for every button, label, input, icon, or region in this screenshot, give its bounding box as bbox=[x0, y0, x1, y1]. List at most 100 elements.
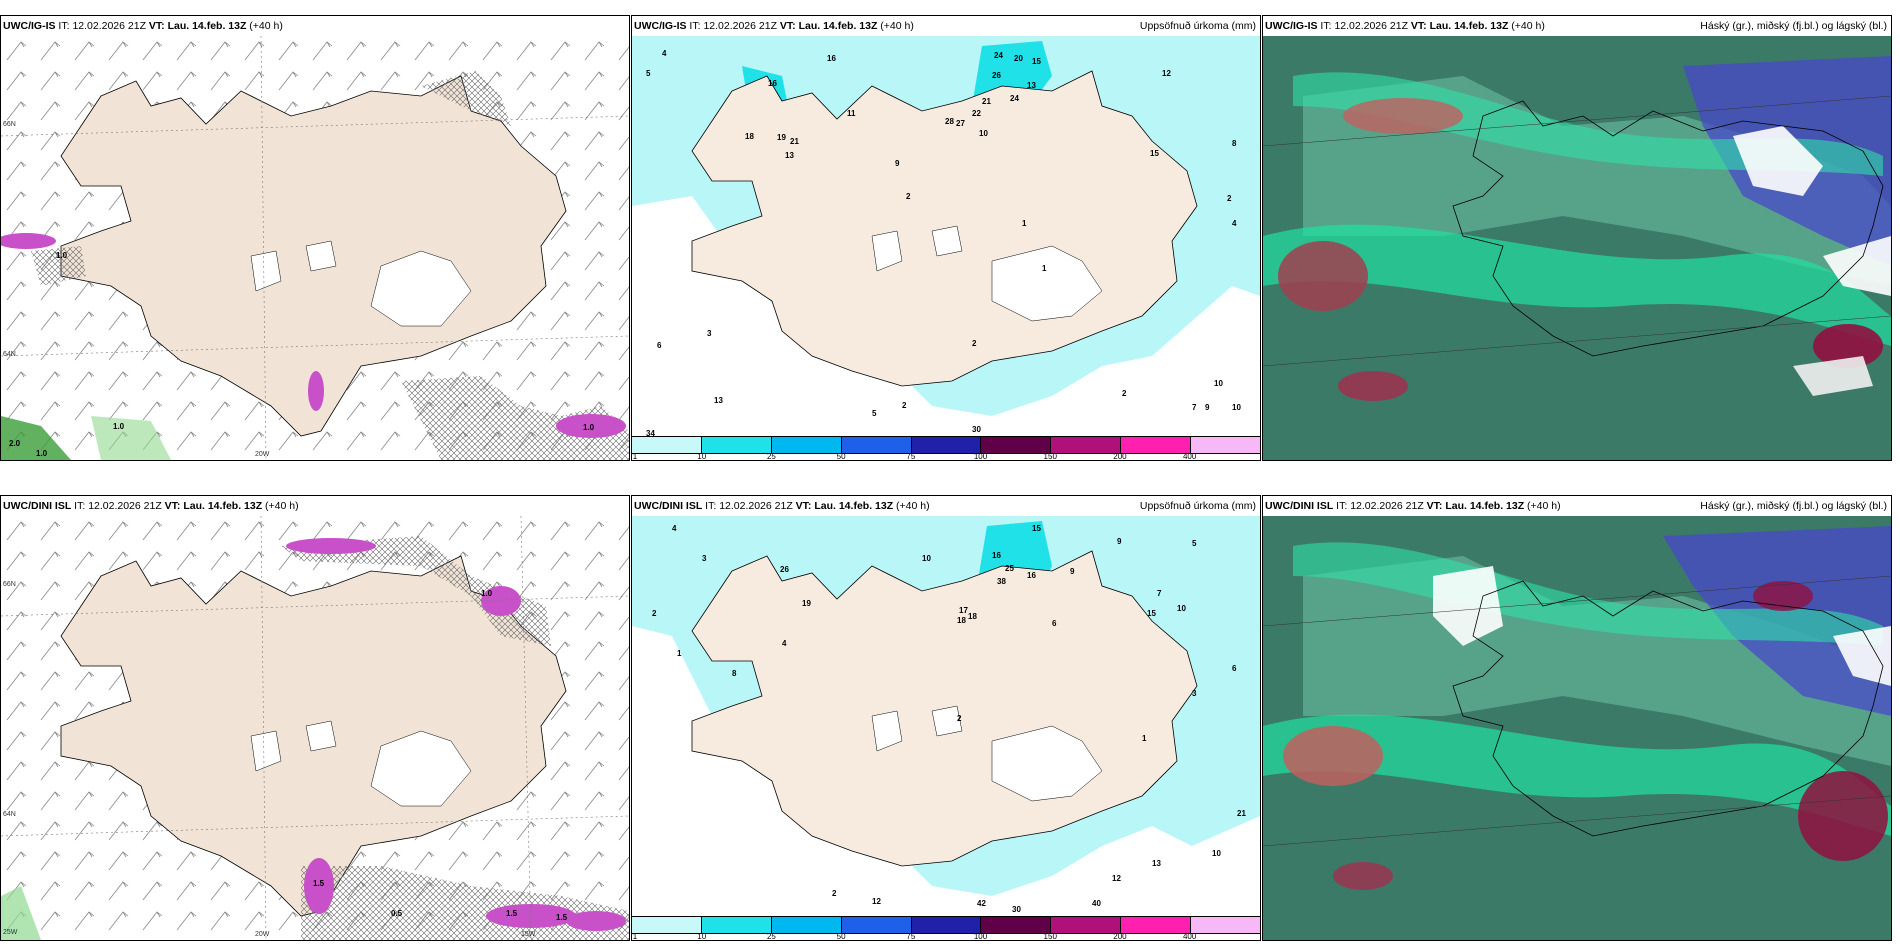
grid-line bbox=[1263, 795, 1891, 847]
hatched-area-east bbox=[421, 71, 511, 126]
precip-value: 15 bbox=[1032, 524, 1041, 533]
precip-value: 1 bbox=[1142, 734, 1147, 743]
precip-panel-igis: UWC/IG-IS IT: 12.02.2026 21Z VT: Lau. 14… bbox=[631, 15, 1261, 461]
precip-value: 5 bbox=[646, 69, 651, 78]
glacier-vatnajokull bbox=[370, 730, 472, 807]
wind-label: 2.0 bbox=[9, 439, 21, 448]
precip-value: 40 bbox=[1092, 899, 1101, 908]
cloud-green-band-2 bbox=[1293, 72, 1883, 176]
precip-value: 4 bbox=[662, 49, 667, 58]
precip-blob-ne bbox=[481, 586, 521, 616]
glacier-hofsjokull bbox=[931, 705, 963, 737]
glacier-langjokull bbox=[250, 250, 282, 292]
iceland-outline bbox=[1452, 100, 1884, 357]
precip-value: 4 bbox=[672, 524, 677, 533]
precip-value: 19 bbox=[777, 133, 786, 142]
precip-value: 2 bbox=[902, 401, 907, 410]
legend-swatch bbox=[841, 917, 912, 933]
legend-ticks: 1 10 25 50 75 100 150 200 400 bbox=[632, 932, 1260, 940]
precip-value: 6 bbox=[1232, 664, 1237, 673]
green-area-sw bbox=[1, 416, 71, 460]
legend-tick: 200 bbox=[1113, 932, 1127, 941]
precip-value: 20 bbox=[1014, 54, 1023, 63]
precip-map: 16 24 20 15 26 13 21 24 28 27 22 18 19 2… bbox=[632, 36, 1260, 436]
precip-value: 12 bbox=[1162, 69, 1171, 78]
product-title: Háský (gr.), miðský (fj.bl.) og lágský (… bbox=[1700, 20, 1887, 32]
legend-tick: 100 bbox=[973, 452, 988, 461]
precip-value: 10 bbox=[1212, 849, 1221, 858]
precip-map: 15 16 25 38 16 17 18 18 26 19 15 10 10 9… bbox=[632, 516, 1260, 916]
precip-value: 16 bbox=[768, 79, 777, 88]
cloud-white-gap-2 bbox=[1823, 236, 1891, 296]
cloud-red-core bbox=[1283, 726, 1383, 786]
legend-tick: 25 bbox=[766, 452, 776, 461]
precip-value: 16 bbox=[827, 54, 836, 63]
precip-value: 2 bbox=[832, 889, 837, 898]
legend-swatch bbox=[1051, 917, 1122, 933]
precip-value: 25 bbox=[1005, 564, 1014, 573]
glacier-langjokull bbox=[250, 730, 282, 772]
precip-value: 10 bbox=[922, 554, 931, 563]
precip-value: 10 bbox=[1232, 403, 1241, 412]
precip-value: 1 bbox=[1042, 264, 1047, 273]
precip-value: 21 bbox=[982, 97, 991, 106]
precip-value: 3 bbox=[702, 554, 707, 563]
precip-blob-se bbox=[556, 414, 626, 438]
precip-value: 4 bbox=[782, 639, 787, 648]
precip-value: 12 bbox=[1112, 874, 1121, 883]
glacier-vatnajokull bbox=[370, 250, 472, 327]
precip-value: 22 bbox=[972, 109, 981, 118]
precip-value: 15 bbox=[1147, 609, 1156, 618]
precip-value: 21 bbox=[1237, 809, 1246, 818]
glacier-langjokull bbox=[871, 230, 903, 272]
precip-value: 24 bbox=[994, 51, 1003, 60]
glacier-vatnajokull bbox=[991, 725, 1103, 802]
longitude-label: 20W bbox=[255, 931, 270, 938]
cloud-red-core-4 bbox=[1333, 862, 1393, 890]
grid-line bbox=[1263, 95, 1891, 147]
cloud-red-core-2 bbox=[1798, 771, 1888, 861]
precip-value: 24 bbox=[1010, 94, 1019, 103]
legend-tick: 75 bbox=[906, 452, 916, 461]
legend-swatch bbox=[1051, 437, 1122, 453]
precip-value: 42 bbox=[977, 899, 986, 908]
precip-value: 28 bbox=[945, 117, 954, 126]
panel-header: UWC/IG-IS IT: 12.02.2026 21Z VT: Lau. 14… bbox=[1263, 16, 1891, 36]
longitude-line bbox=[520, 516, 532, 940]
legend-tick: 400 bbox=[1182, 452, 1197, 461]
longitude-label: 25W bbox=[3, 929, 18, 936]
legend-swatch bbox=[1191, 917, 1260, 933]
precip-value: 15 bbox=[1150, 149, 1159, 158]
cloud-white-gap-2 bbox=[1833, 626, 1891, 686]
cloud-panel-igis: UWC/IG-IS IT: 12.02.2026 21Z VT: Lau. 14… bbox=[1262, 15, 1892, 461]
precip-value: 18 bbox=[745, 132, 754, 141]
cloud-green-band bbox=[1263, 224, 1891, 346]
legend-swatch bbox=[701, 917, 772, 933]
wind-label: 1.5 bbox=[506, 909, 518, 918]
precip-blob-west bbox=[1, 233, 56, 249]
precip-value: 8 bbox=[732, 669, 737, 678]
precip-dry-area bbox=[632, 626, 1260, 916]
precip-dry-area bbox=[632, 196, 1260, 436]
legend-tick: 50 bbox=[836, 452, 846, 461]
green-area-sw2 bbox=[91, 416, 171, 460]
longitude-line bbox=[260, 36, 267, 460]
legend-tick: 150 bbox=[1043, 452, 1057, 461]
latitude-label: 64N bbox=[3, 351, 16, 358]
hatched-area-south bbox=[401, 376, 629, 460]
precip-value: 2 bbox=[1227, 194, 1232, 203]
legend-tick: 75 bbox=[906, 932, 916, 941]
legend-swatch bbox=[1121, 917, 1192, 933]
precip-value: 7 bbox=[1192, 403, 1197, 412]
precip-value: 9 bbox=[1070, 567, 1075, 576]
grid-line bbox=[1263, 315, 1891, 367]
cloud-white-gap bbox=[1733, 126, 1823, 196]
legend-swatch bbox=[771, 437, 842, 453]
precip-value: 17 bbox=[959, 606, 968, 615]
precip-value: 15 bbox=[1032, 57, 1041, 66]
precip-value: 26 bbox=[780, 565, 789, 574]
product-title: Uppsöfnuð úrkoma (mm) bbox=[1139, 500, 1256, 512]
legend-swatch bbox=[771, 917, 842, 933]
latitude-label: 66N bbox=[3, 581, 16, 588]
legend-tick: 10 bbox=[697, 452, 707, 461]
